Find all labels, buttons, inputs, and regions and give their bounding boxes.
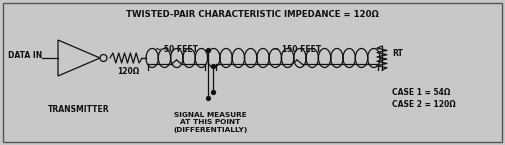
Text: DATA IN: DATA IN [8, 51, 42, 60]
Text: RT: RT [392, 48, 403, 58]
Text: TRANSMITTER: TRANSMITTER [48, 105, 110, 114]
Text: ~ 150 FEET: ~ 150 FEET [273, 45, 321, 54]
Text: ~ 50 FEET: ~ 50 FEET [155, 45, 198, 54]
Text: CASE 2 = 120Ω: CASE 2 = 120Ω [392, 100, 456, 109]
Text: TWISTED-PAIR CHARACTERISTIC IMPEDANCE = 120Ω: TWISTED-PAIR CHARACTERISTIC IMPEDANCE = … [126, 10, 379, 19]
Text: CASE 1 = 54Ω: CASE 1 = 54Ω [392, 88, 450, 97]
Text: SIGNAL MEASURE
AT THIS POINT
(DIFFERENTIALLY): SIGNAL MEASURE AT THIS POINT (DIFFERENTI… [173, 112, 247, 133]
Text: 120Ω: 120Ω [117, 67, 139, 76]
